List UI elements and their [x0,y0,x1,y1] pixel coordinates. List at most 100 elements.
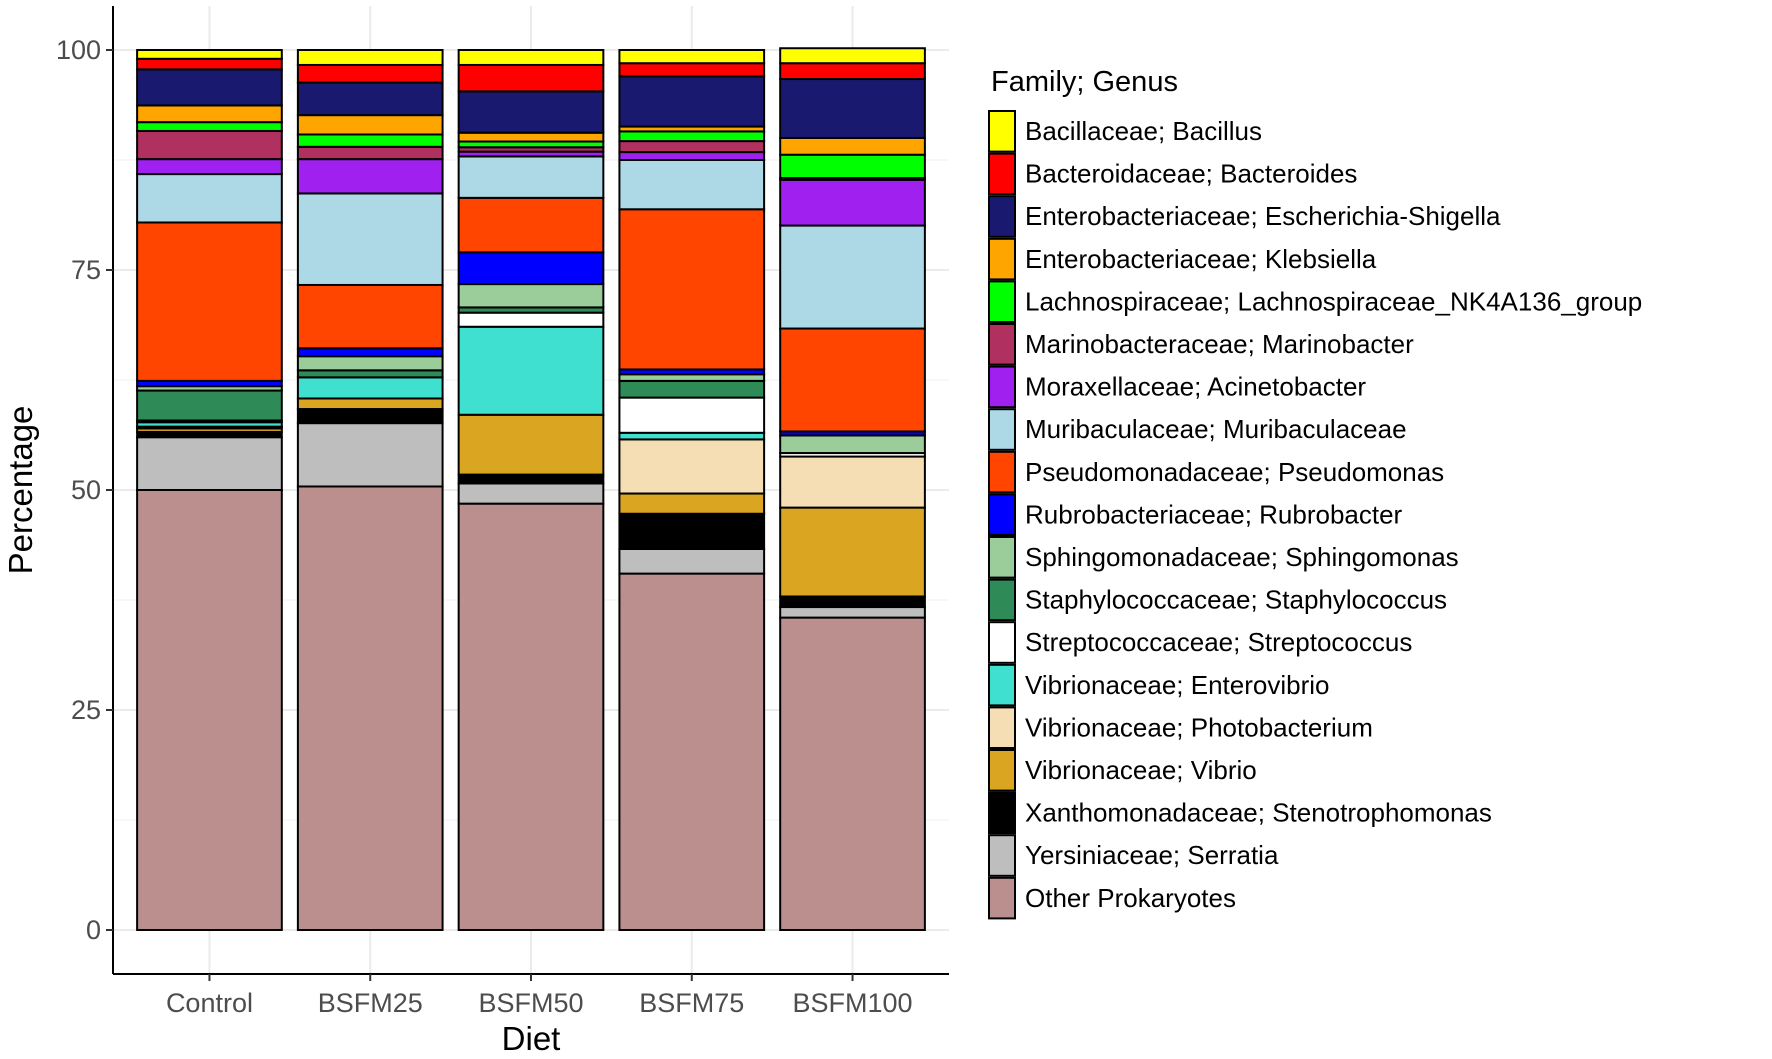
legend-key [988,110,1016,153]
legend-item: Marinobacteraceae; Marinobacter [988,323,1414,366]
legend-item: Other Prokaryotes [988,876,1236,920]
bar-stack-bsfm75 [618,49,766,931]
bar-segment [457,311,605,328]
legend-label: Yersiniaceae; Serratia [1025,840,1279,870]
bar-segment [296,133,444,148]
y-tick-label: 50 [71,475,101,505]
bar-segment [618,62,766,78]
bar-segment [136,57,283,71]
bar-segment [457,131,605,143]
bar-segment [296,114,444,136]
bar-segment [136,68,283,107]
bars [136,47,926,931]
legend: Family; Genus Bacillaceae; Bacillus Bacte… [988,66,1642,920]
bar-segment [618,492,766,515]
legend-item: Xanthomonadaceae; Stenotrophomonas [988,791,1492,835]
x-tick-label: BSFM50 [478,988,583,1018]
legend-label: Vibrionaceae; Photobacterium [1025,712,1373,742]
bar-segment [618,159,766,211]
bar-segment [296,145,444,161]
legend-label: Marinobacteraceae; Marinobacter [1025,329,1414,359]
bar-segment [296,397,444,411]
bar-segment [457,283,605,309]
legend-key [988,536,1016,579]
legend-label: Vibrionaceae; Enterovibrio [1025,670,1329,700]
bar-segment [457,196,605,254]
legend-label: Pseudomonadaceae; Pseudomonas [1025,457,1444,487]
bar-segment [296,355,444,372]
bar-segment [618,438,766,495]
y-tick-label: 100 [56,35,101,65]
y-axis-title: Percentage [2,406,39,575]
legend-item: Vibrionaceae; Photobacterium [988,706,1373,750]
legend-label: Other Prokaryotes [1025,883,1236,913]
x-tick-label: BSFM100 [793,988,913,1018]
legend-key [988,578,1016,622]
bar-segment [296,49,444,66]
bar-stack-bsfm50 [457,49,605,931]
legend-key [988,408,1016,451]
bar-segment [136,129,283,161]
legend-key [988,493,1016,536]
bar-segment [779,506,926,598]
bar-segment [296,347,444,358]
legend-item: Vibrionaceae; Enterovibrio [988,663,1329,707]
bar-segment [779,137,926,156]
legend-key [988,621,1016,664]
bar-segment [779,153,926,180]
bar-segment [136,49,283,60]
x-tick-label: BSFM75 [639,988,744,1018]
legend-item: Streptococcaceae; Streptococcus [988,621,1412,664]
bar-segment [136,104,283,124]
legend-key [988,237,1016,281]
bar-segment [618,140,766,154]
bar-segment [296,192,444,286]
bar-stack-bsfm25 [296,49,444,931]
legend-label: Enterobacteriaceae; Klebsiella [1025,244,1377,274]
bar-segment [136,221,283,382]
bar-segment [457,251,605,286]
legend-key [988,450,1016,494]
legend-key [988,834,1016,877]
bar-segment [618,512,766,550]
legend-key [988,323,1016,366]
bar-segment [618,547,766,575]
y-tick-label: 25 [71,695,101,725]
bar-segment [618,379,766,399]
bar-segment [779,327,926,433]
bar-segment [296,158,444,195]
bar-segment [136,158,283,176]
bar-segment [618,130,766,143]
bar-segment [136,121,283,132]
legend-key [988,152,1016,196]
legend-item: Moraxellaceae; Acinetobacter [988,365,1366,409]
bar-segment [296,283,444,350]
legend-key [988,791,1016,835]
bar-segment [457,413,605,476]
bar-segment [779,78,926,139]
bar-segment [457,482,605,505]
bar-segment [457,63,605,93]
legend-label: Lachnospiraceae; Lachnospiraceae_NK4A136… [1025,286,1642,316]
bar-segment [296,81,444,117]
legend-item: Enterobacteriaceae; Klebsiella [988,237,1377,281]
y-ticks: 0 25 50 75 100 [56,35,113,945]
legend-label: Sphingomonadaceae; Sphingomonas [1025,542,1459,572]
bar-segment [296,63,444,84]
bar-segment [136,489,283,931]
legend-label: Moraxellaceae; Acinetobacter [1025,372,1366,402]
bar-segment [296,422,444,488]
bar-segment [457,155,605,199]
bar-segment [457,90,605,134]
legend-key [988,876,1016,920]
bar-segment [779,47,926,65]
legend-label: Bacteroidaceae; Bacteroides [1025,159,1357,189]
bar-segment [779,455,926,509]
legend-key [988,663,1016,707]
legend-label: Vibrionaceae; Vibrio [1025,755,1257,785]
legend-item: Muribaculaceae; Muribaculaceae [988,408,1407,451]
legend-item: Bacteroidaceae; Bacteroides [988,152,1357,196]
bar-segment [779,616,926,931]
bar-segment [136,389,283,422]
